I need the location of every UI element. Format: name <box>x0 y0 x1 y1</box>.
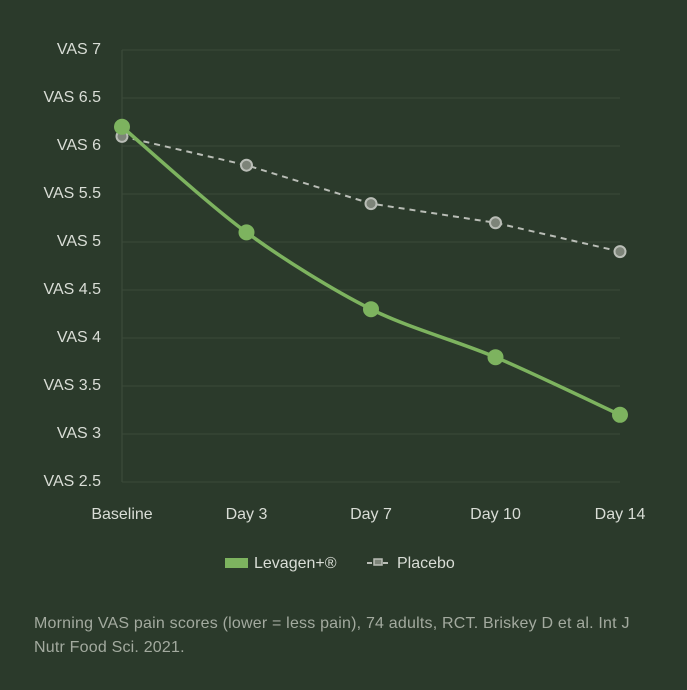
y-tick-label: VAS 3 <box>57 425 101 442</box>
placebo-point <box>240 158 253 172</box>
legend-label: Placebo <box>397 555 455 572</box>
placebo-point <box>489 216 502 230</box>
x-tick-label: Day 14 <box>595 506 646 523</box>
x-tick-label: Day 3 <box>226 506 268 523</box>
y-tick-label: VAS 2.5 <box>43 473 101 490</box>
levagen-point <box>114 118 130 135</box>
legend-swatch <box>225 558 248 568</box>
placebo-point <box>613 245 627 259</box>
legend-swatch <box>373 558 383 566</box>
y-tick-label: VAS 5 <box>57 233 101 250</box>
y-tick-label: VAS 4.5 <box>43 281 101 298</box>
x-tick-label: Day 10 <box>470 506 521 523</box>
levagen-point <box>487 349 504 366</box>
y-tick-label: VAS 4 <box>57 329 101 346</box>
y-tick-label: VAS 7 <box>57 41 101 58</box>
y-tick-label: VAS 6 <box>57 137 101 154</box>
placebo-point <box>364 197 378 211</box>
levagen-point <box>238 224 255 241</box>
y-tick-label: VAS 5.5 <box>43 185 101 202</box>
legend-label: Levagen+® <box>254 555 337 572</box>
caption: Morning VAS pain scores (lower = less pa… <box>34 615 630 656</box>
y-tick-label: VAS 6.5 <box>43 89 101 106</box>
levagen-line <box>120 125 621 417</box>
levagen-point <box>363 301 379 318</box>
chart: VAS 2.5 VAS 3 VAS 3.5 VAS 4 VAS 4.5 VAS 5 VAS … <box>43 41 646 572</box>
x-tick-label: Baseline <box>91 506 152 523</box>
levagen-point <box>612 406 628 423</box>
x-tick-label: Day 7 <box>350 506 392 523</box>
y-tick-label: VAS 3.5 <box>43 377 101 394</box>
